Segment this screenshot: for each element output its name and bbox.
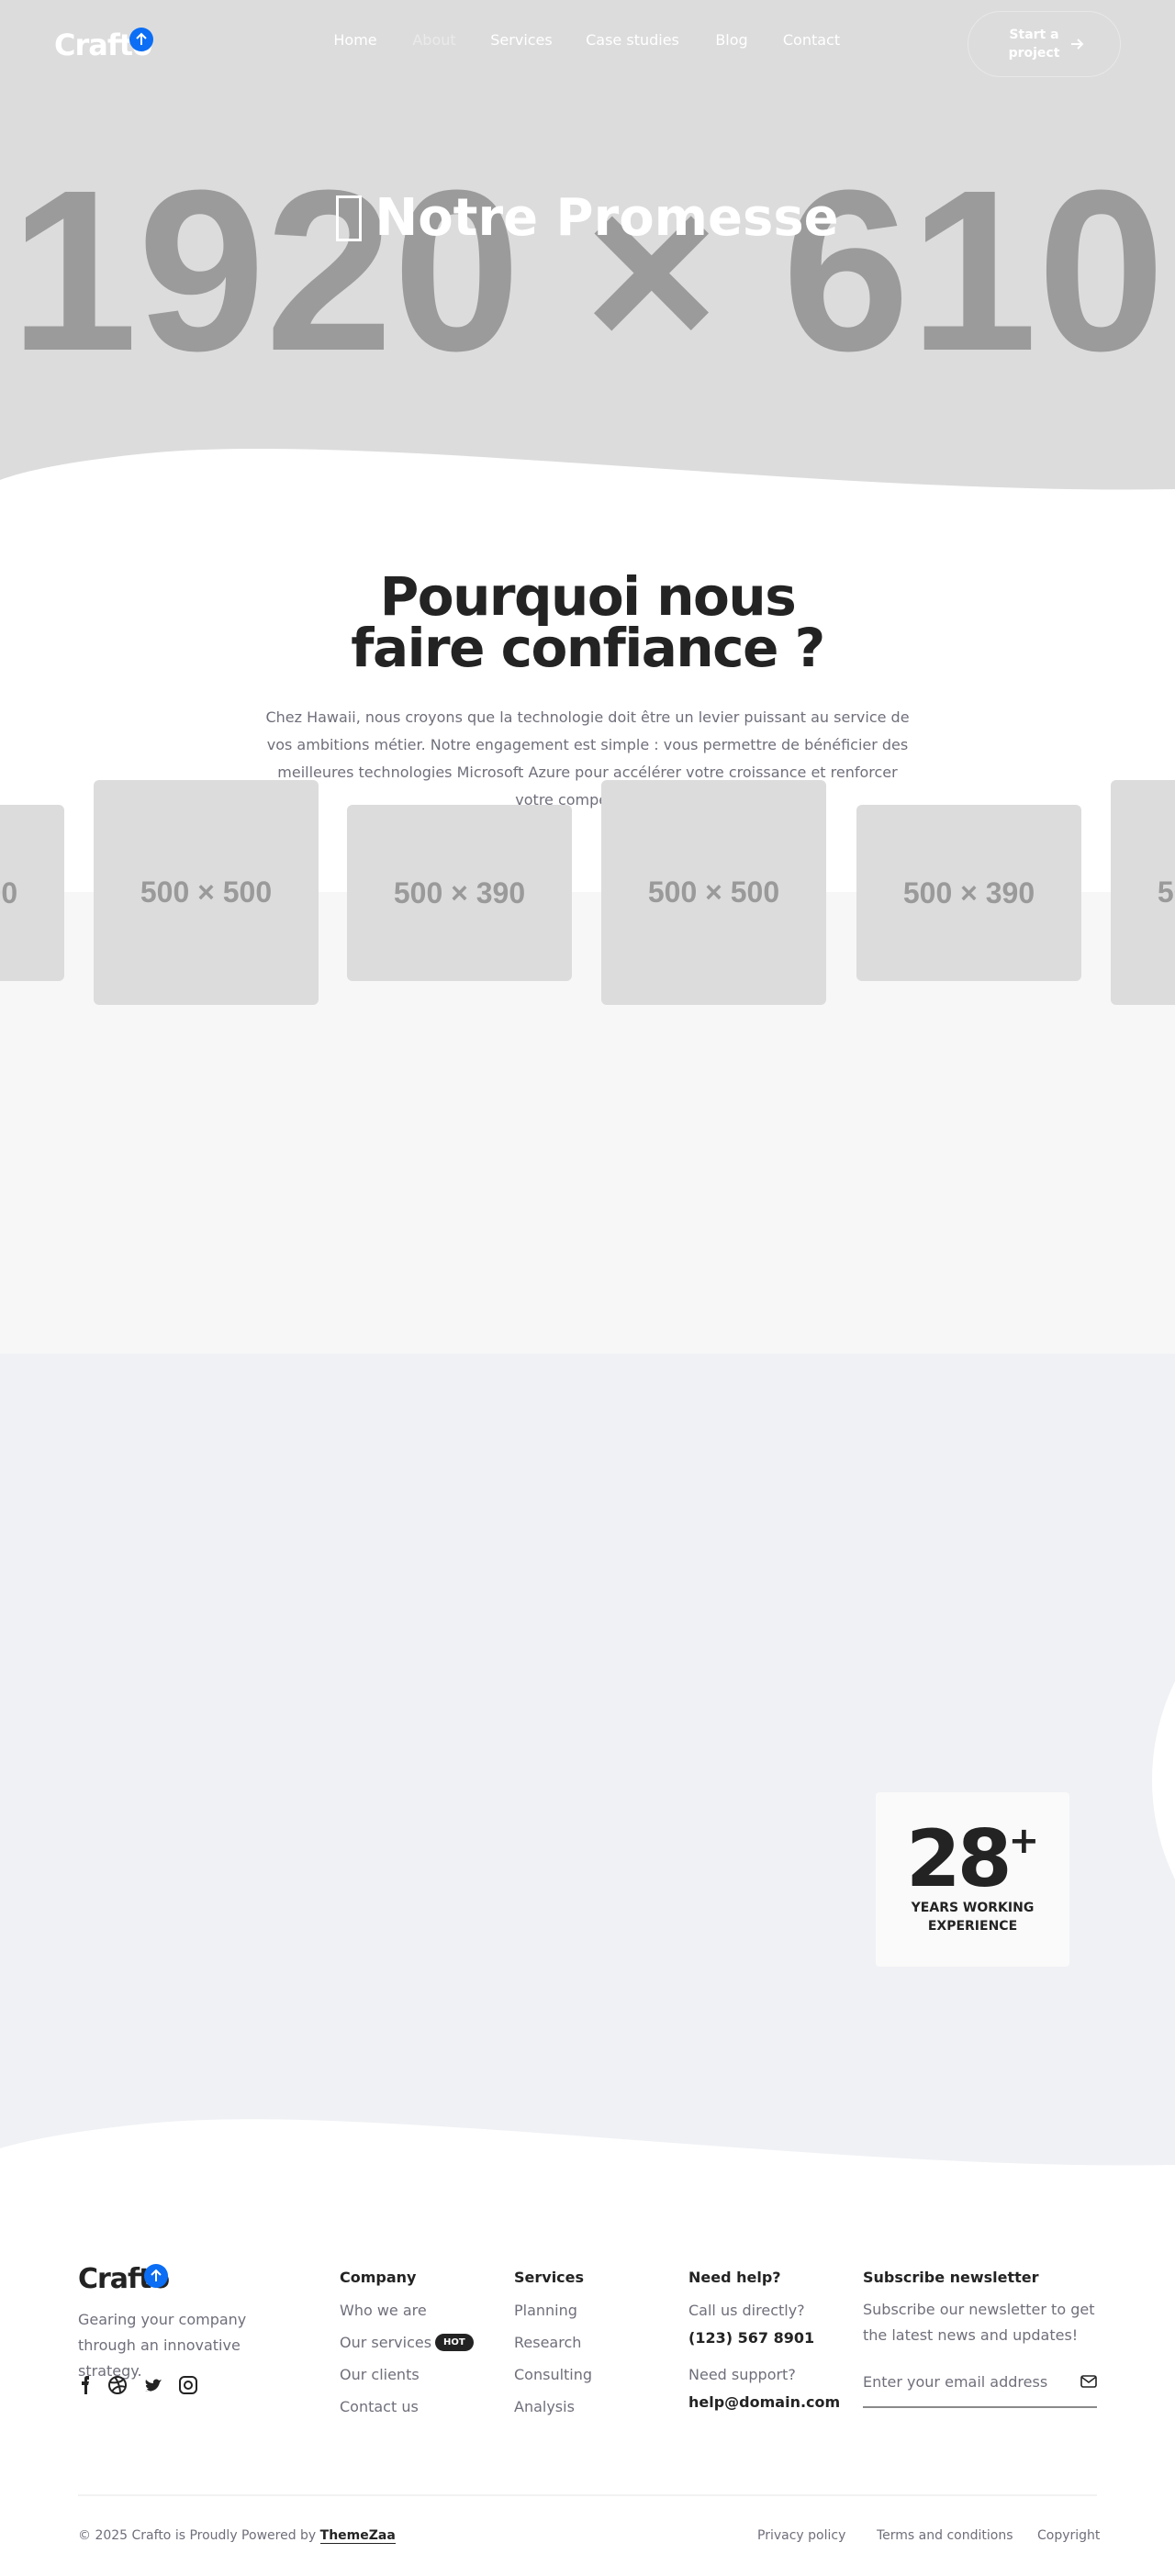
help-label: Call us directly? [688,2302,805,2319]
footer-link[interactable]: Research [514,2334,582,2351]
hero-heading: Notre Promesse [0,188,1175,248]
legal-link[interactable]: Privacy policy [757,2528,846,2543]
cta-text: Start a project [1008,28,1060,61]
copyright-text: © 2025 Crafto is Proudly Powered by [78,2528,317,2543]
footer-link[interactable]: Analysis [514,2398,575,2415]
nav-link[interactable]: Home [333,31,377,49]
image-placeholder: 500 × 500 [1111,780,1175,1005]
copyright: © 2025 Crafto is Proudly Powered by Them… [78,2528,396,2544]
footer-heading: Services [514,2269,585,2286]
phone[interactable]: (123) 567 8901 [688,2329,815,2347]
footer-link[interactable]: Planning [514,2302,577,2319]
footer-heading: Need help? [688,2269,781,2286]
footer-logo-badge [144,2264,168,2288]
stats-card: 28+ YEARS WORKING EXPERIENCE [876,1792,1069,1967]
cta-button[interactable]: Start a project [968,11,1121,77]
hero-bg [0,0,1175,490]
twitter-icon[interactable] [145,2379,162,2392]
about-bg [0,1354,1175,2166]
stats-label: YEARS WORKING EXPERIENCE [911,1901,1035,1934]
hot-badge: HOT [435,2334,474,2351]
footer-heading: Subscribe newsletter [863,2269,1039,2286]
stats-figure: 28+ [876,1818,1069,1901]
input-placeholder: Enter your email address [863,2373,1048,2391]
footer-link[interactable]: Our services [340,2334,432,2351]
social-icons [82,2376,197,2394]
image-placeholder: 500 × 390 [0,805,64,981]
hero-title: Notre Promesse [375,188,839,248]
footer-tagline: Gearing your company through an innovati… [78,2311,247,2380]
cta-arrow [1070,39,1083,50]
legal-link[interactable]: Copyright [1037,2528,1101,2543]
footer-link[interactable]: Who we are [340,2302,427,2319]
nav-link[interactable]: Contact [782,31,841,49]
dribbble-icon[interactable] [108,2376,127,2394]
image-placeholder: 500 × 500 [601,780,826,1005]
email[interactable]: help@domain.com [688,2393,841,2411]
hero-placeholder: 1920 × 610 [9,142,1166,398]
nav-link[interactable]: Services [490,31,553,49]
nav-link[interactable]: About [412,31,456,49]
newsletter-text: Subscribe our newsletter to get the late… [863,2301,1095,2344]
footer-heading: Company [340,2269,417,2286]
newsletter-input[interactable]: Enter your email address [863,2371,1097,2408]
logo-badge [129,28,153,51]
section-heading: Pourquoi nous faire confiance ? [351,565,825,679]
help-label: Need support? [688,2366,796,2383]
image-placeholder: 500 × 390 [856,805,1081,981]
nav-link[interactable]: Blog [715,31,748,49]
footer-link[interactable]: Consulting [514,2366,593,2383]
image-placeholder: 500 × 500 [94,780,319,1005]
hero-icon [336,195,363,241]
nav-link[interactable]: Case studies [586,31,679,49]
legal-link[interactable]: Terms and conditions [877,2528,1013,2543]
instagram-icon[interactable] [179,2376,197,2394]
send-icon[interactable] [1080,2374,1097,2389]
decor-circle [1152,1681,1175,1879]
facebook-icon[interactable] [82,2376,89,2394]
image-placeholder: 500 × 390 [347,805,572,981]
stats-number: 28 [905,1813,1013,1905]
footer-link[interactable]: Our clients [340,2366,420,2383]
stats-suffix: + [1008,1820,1040,1862]
footer-link[interactable]: Contact us [340,2398,419,2415]
powered-link[interactable]: ThemeZaa [319,2528,396,2544]
